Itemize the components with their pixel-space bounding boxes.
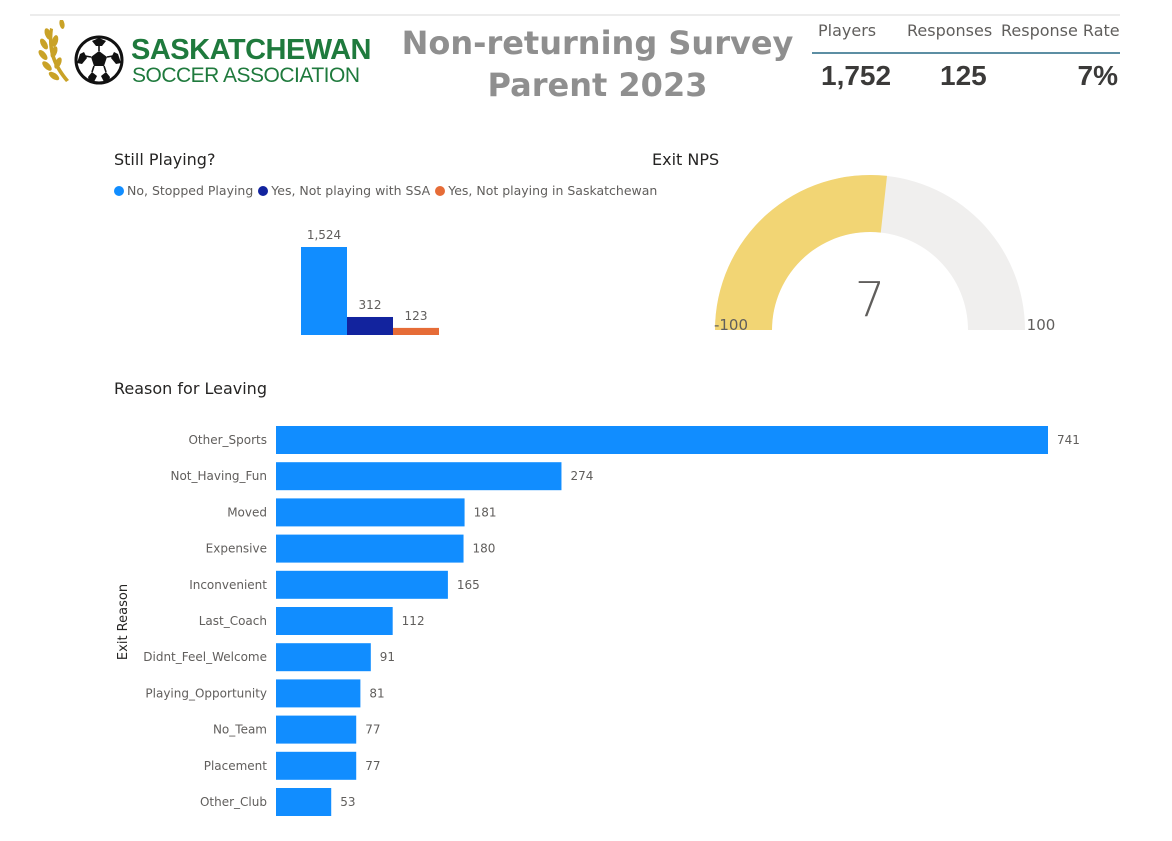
legend-label-stopped: No, Stopped Playing: [127, 183, 254, 198]
reason-category-label: Other_Sports: [188, 433, 267, 447]
header-divider: [30, 14, 1120, 16]
reason-bar[interactable]: [276, 498, 465, 527]
reason-for-leaving-title: Reason for Leaving: [114, 379, 267, 398]
reason-data-label: 165: [457, 578, 480, 592]
reason-category-label: Didnt_Feel_Welcome: [143, 650, 267, 664]
still-playing-title: Still Playing?: [114, 150, 216, 169]
legend-dot-stopped: [114, 185, 124, 196]
gauge-fill: [715, 175, 888, 330]
reason-bar[interactable]: [276, 570, 448, 599]
kpi-responses-value: 125: [940, 60, 987, 91]
still-playing-chart: 1,524 312 123: [301, 228, 439, 335]
ssa-logo: SASKATCHEWAN SOCCER ASSOCIATION: [36, 20, 371, 90]
reason-data-label: 274: [570, 469, 593, 483]
legend-item-stopped[interactable]: No, Stopped Playing: [114, 183, 253, 198]
gauge-max-label: 100: [1027, 316, 1056, 334]
reason-data-label: 181: [474, 505, 497, 519]
page-title-line2: Parent 2023: [487, 66, 708, 104]
reason-axis-title: Exit Reason: [116, 584, 131, 660]
reason-bar[interactable]: [276, 751, 357, 780]
reason-bar[interactable]: [276, 679, 361, 708]
reason-category-label: No_Team: [213, 723, 267, 737]
reason-category-label: Other_Club: [200, 795, 267, 809]
reason-bar[interactable]: [276, 534, 464, 563]
still-playing-data-label-2: 123: [405, 309, 428, 323]
logo-text-line1: SASKATCHEWAN: [131, 34, 371, 66]
reason-data-label: 77: [365, 759, 380, 773]
reason-bar[interactable]: [276, 788, 332, 816]
reason-data-label: 112: [402, 614, 425, 628]
still-playing-data-label-1: 312: [359, 298, 382, 312]
legend-dot-not-sask: [435, 185, 446, 196]
still-playing-bar-2[interactable]: [393, 327, 439, 335]
reason-data-label: 81: [369, 686, 384, 700]
legend-dot-not-ssa: [258, 185, 269, 196]
page-title-line1: Non-returning Survey: [401, 24, 794, 62]
reason-category-label: Last_Coach: [199, 614, 267, 628]
reason-data-label: 741: [1057, 433, 1080, 447]
kpi-responses-label: Responses: [907, 21, 993, 40]
legend-item-not-sask[interactable]: Yes, Not playing in Saskatchewan: [435, 183, 657, 198]
legend-label-not-ssa: Yes, Not playing with SSA: [271, 183, 431, 198]
still-playing-legend: No, Stopped Playing Yes, Not playing wit…: [114, 183, 662, 198]
reason-category-label: Not_Having_Fun: [170, 469, 267, 483]
exit-nps-title: Exit NPS: [652, 150, 720, 169]
reason-bar[interactable]: [276, 462, 562, 491]
reason-data-label: 77: [365, 723, 380, 737]
reason-category-label: Playing_Opportunity: [145, 686, 267, 700]
page-title: Non-returning Survey Parent 2023: [395, 22, 800, 106]
reason-category-label: Placement: [204, 759, 268, 773]
reason-data-label: 180: [473, 542, 496, 556]
still-playing-data-label-0: 1,524: [307, 228, 341, 242]
reason-category-label: Inconvenient: [189, 578, 267, 592]
legend-item-not-ssa[interactable]: Yes, Not playing with SSA: [258, 183, 430, 198]
reason-bar[interactable]: [276, 715, 357, 744]
reason-data-label: 91: [380, 650, 395, 664]
legend-label-not-sask: Yes, Not playing in Saskatchewan: [448, 183, 658, 198]
reason-bar[interactable]: [276, 426, 1048, 454]
kpi-players-label: Players: [818, 21, 877, 40]
gauge-min-label: -100: [714, 316, 748, 334]
reason-bar[interactable]: [276, 607, 393, 635]
kpi-card: Players Responses Response Rate 1,752 12…: [812, 18, 1122, 98]
reason-category-label: Expensive: [206, 542, 267, 556]
wheat-soccer-ball-icon: [38, 20, 124, 85]
exit-nps-gauge: 7 -100 100: [714, 175, 1056, 334]
kpi-players-value: 1,752: [821, 60, 892, 91]
reason-for-leaving-chart: Other_Sports 741 Not_Having_Fun 274 Moved 181…: [116, 426, 1080, 816]
reason-bar[interactable]: [276, 643, 371, 672]
gauge-value: 7: [855, 272, 886, 328]
kpi-divider: [812, 52, 1120, 54]
reason-category-label: Moved: [227, 505, 267, 519]
kpi-rate-value: 7%: [1077, 60, 1118, 91]
kpi-rate-label: Response Rate: [1001, 21, 1120, 40]
reason-data-label: 53: [340, 795, 355, 809]
still-playing-bar-1[interactable]: [347, 316, 393, 335]
logo-text-line2: SOCCER ASSOCIATION: [132, 64, 360, 87]
still-playing-bar-0[interactable]: [301, 247, 347, 335]
